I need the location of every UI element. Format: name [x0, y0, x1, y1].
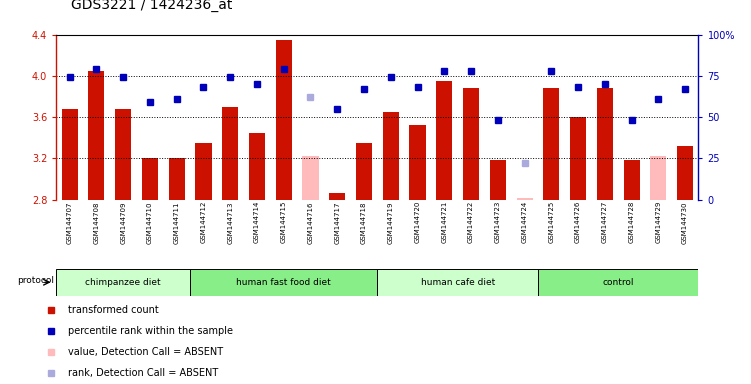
- Text: GSM144730: GSM144730: [682, 201, 688, 243]
- Bar: [303, 156, 318, 200]
- Bar: [356, 143, 372, 200]
- Text: value, Detection Call = ABSENT: value, Detection Call = ABSENT: [68, 347, 223, 358]
- Bar: [329, 194, 345, 200]
- Bar: [89, 71, 104, 200]
- Text: GSM144720: GSM144720: [415, 201, 421, 243]
- Bar: [190, 269, 378, 296]
- Bar: [490, 161, 506, 200]
- Bar: [570, 117, 586, 200]
- Bar: [378, 269, 538, 296]
- Text: GDS3221 / 1424236_at: GDS3221 / 1424236_at: [71, 0, 233, 12]
- Bar: [56, 269, 190, 296]
- Text: transformed count: transformed count: [68, 305, 159, 315]
- Text: GSM144727: GSM144727: [602, 201, 608, 243]
- Bar: [677, 146, 693, 200]
- Bar: [249, 132, 265, 200]
- Bar: [195, 143, 212, 200]
- Text: GSM144723: GSM144723: [495, 201, 501, 243]
- Bar: [597, 88, 613, 200]
- Text: GSM144711: GSM144711: [173, 201, 179, 243]
- Bar: [62, 109, 78, 200]
- Text: GSM144709: GSM144709: [120, 201, 126, 243]
- Text: GSM144708: GSM144708: [93, 201, 99, 243]
- Text: protocol: protocol: [17, 276, 54, 285]
- Bar: [276, 40, 292, 200]
- Text: rank, Detection Call = ABSENT: rank, Detection Call = ABSENT: [68, 368, 219, 379]
- Text: chimpanzee diet: chimpanzee diet: [86, 278, 161, 287]
- Text: human cafe diet: human cafe diet: [421, 278, 495, 287]
- Bar: [538, 269, 698, 296]
- Bar: [142, 159, 158, 200]
- Text: GSM144726: GSM144726: [575, 201, 581, 243]
- Bar: [623, 161, 640, 200]
- Text: GSM144718: GSM144718: [361, 201, 367, 243]
- Text: GSM144707: GSM144707: [67, 201, 73, 243]
- Bar: [409, 126, 426, 200]
- Text: human fast food diet: human fast food diet: [237, 278, 331, 287]
- Text: GSM144716: GSM144716: [307, 201, 313, 243]
- Bar: [436, 81, 452, 200]
- Text: GSM144729: GSM144729: [656, 201, 662, 243]
- Text: control: control: [602, 278, 634, 287]
- Bar: [115, 109, 131, 200]
- Text: GSM144722: GSM144722: [468, 201, 474, 243]
- Text: GSM144713: GSM144713: [228, 201, 234, 243]
- Text: GSM144724: GSM144724: [521, 201, 527, 243]
- Bar: [222, 107, 238, 200]
- Text: GSM144712: GSM144712: [201, 201, 207, 243]
- Text: GSM144715: GSM144715: [281, 201, 287, 243]
- Bar: [169, 159, 185, 200]
- Text: GSM144710: GSM144710: [147, 201, 153, 243]
- Bar: [517, 198, 532, 200]
- Text: GSM144717: GSM144717: [334, 201, 340, 243]
- Bar: [463, 88, 479, 200]
- Text: GSM144719: GSM144719: [388, 201, 394, 243]
- Text: GSM144728: GSM144728: [629, 201, 635, 243]
- Bar: [543, 88, 559, 200]
- Text: GSM144714: GSM144714: [254, 201, 260, 243]
- Bar: [650, 156, 666, 200]
- Text: percentile rank within the sample: percentile rank within the sample: [68, 326, 234, 336]
- Text: GSM144725: GSM144725: [548, 201, 554, 243]
- Text: GSM144721: GSM144721: [442, 201, 448, 243]
- Bar: [383, 112, 399, 200]
